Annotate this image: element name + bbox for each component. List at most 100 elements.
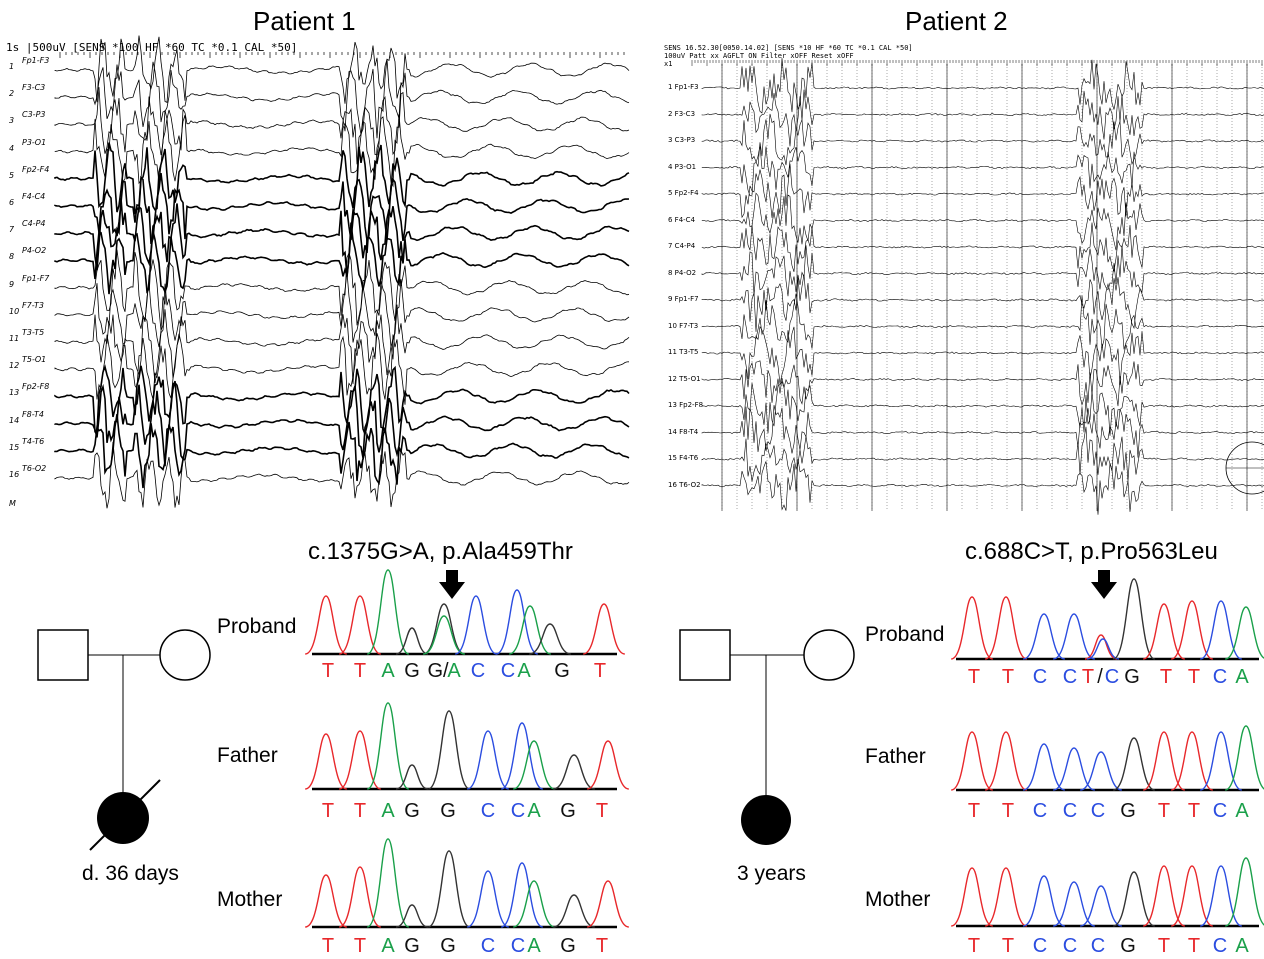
channel-number: 10	[9, 306, 20, 316]
mother-circle	[159, 629, 211, 681]
base-call: G/	[427, 660, 449, 682]
base-call: G	[404, 935, 420, 957]
channel-number: 15	[9, 442, 20, 452]
base-call: G	[560, 935, 576, 957]
base-call: G	[440, 935, 456, 957]
marker-label: M	[9, 499, 16, 509]
base-call: C	[1212, 666, 1228, 688]
base-call: T	[1081, 666, 1095, 688]
channel-number: 5	[9, 170, 15, 180]
patient1-eeg-trace	[54, 35, 630, 509]
channel-label: 14 F8-T4	[668, 427, 699, 436]
base-call: A	[1235, 935, 1249, 957]
base-call: G	[404, 800, 420, 822]
base-call: C	[1212, 800, 1228, 822]
base-call: G	[1124, 666, 1140, 688]
p2-proband-label: Proband	[865, 623, 945, 646]
patient2-title: Patient 2	[905, 6, 1008, 36]
p1-mother-chromatogram	[304, 838, 630, 929]
channel-label: 3 C3-P3	[668, 136, 696, 144]
base-call: C	[1062, 935, 1078, 957]
channel-label: Fp1-F3	[22, 56, 50, 65]
base-call: G	[1120, 935, 1136, 957]
channel-label: 1 Fp1-F3	[668, 83, 699, 91]
base-call: C	[1090, 935, 1106, 957]
base-call: C	[1062, 800, 1078, 822]
base-call: T	[353, 800, 367, 822]
patient1-pedigree	[37, 629, 211, 851]
base-call: A	[381, 660, 395, 682]
base-call: C	[510, 935, 526, 957]
base-call: G	[1120, 800, 1136, 822]
base-call: C	[480, 800, 496, 822]
base-call: T	[1001, 935, 1015, 957]
channel-label: 13 Fp2-F8	[668, 401, 704, 409]
base-call: A	[1235, 666, 1249, 688]
patient1-mutation: c.1375G>A, p.Ala459Thr	[308, 538, 573, 565]
channel-label: 16 T6-O2	[668, 480, 701, 489]
p2-proband-bases: T T C C T / C G T T C A	[956, 666, 1259, 690]
base-call: T	[353, 935, 367, 957]
base-call: T	[967, 935, 981, 957]
channel-number: 2	[9, 89, 15, 99]
father-square	[679, 629, 731, 681]
base-call: G	[554, 660, 570, 682]
channel-label: 15 F4-T6	[668, 454, 699, 462]
base-call: T	[1157, 935, 1171, 957]
base-call: C	[500, 660, 516, 682]
channel-label: Fp2-F8	[22, 382, 50, 392]
base-call: T	[321, 800, 335, 822]
channel-number: 12	[9, 361, 20, 371]
base-call: C	[1032, 935, 1048, 957]
mother-circle	[803, 629, 855, 681]
patient2-pedigree-label: 3 years	[737, 862, 806, 885]
base-call: T	[353, 660, 367, 682]
base-call: T	[1001, 666, 1015, 688]
channel-label: 2 F3-C3	[668, 109, 696, 118]
base-call: T	[967, 800, 981, 822]
base-call: T	[321, 935, 335, 957]
p1-father-label: Father	[217, 744, 278, 767]
base-call: T	[593, 660, 607, 682]
base-call: G	[404, 660, 420, 682]
base-call: T	[1187, 800, 1201, 822]
patient2-mutation-arrow	[1091, 570, 1117, 599]
base-call: G	[560, 800, 576, 822]
base-call: T	[1159, 666, 1173, 688]
channel-label: 12 T5-O1	[668, 374, 701, 383]
base-call: C	[1062, 666, 1078, 688]
channel-number: 7	[9, 225, 15, 235]
base-call: A	[527, 800, 541, 822]
channel-number: 6	[9, 198, 15, 207]
base-call: G	[440, 800, 456, 822]
base-call: T	[1157, 800, 1171, 822]
patient1-eeg-header: 1s |500uV [SENS *100 HF *60 TC *0.1 CAL …	[6, 41, 298, 54]
patient2-eeg-header: SENS 16.52.30[0050.14.02] [SENS *10 HF *…	[664, 44, 913, 68]
base-call: T	[595, 800, 609, 822]
base-call: T	[1187, 666, 1201, 688]
base-call: C	[470, 660, 486, 682]
base-call: C	[1032, 666, 1048, 688]
p1-proband-chromatogram	[304, 569, 626, 656]
channel-number: 13	[9, 388, 20, 398]
channel-label: F8-T4	[22, 409, 44, 419]
patient1-channel-labels: 1 Fp1-F3 2 F3-C3 3 C3-P3 4 P3-O1 5 Fp2-F4 6 F4-C4 7 C…	[0, 52, 60, 517]
channel-number: 11	[9, 334, 20, 343]
base-call: C	[1104, 666, 1120, 688]
base-call: A	[447, 660, 461, 682]
proband-circle-affected	[741, 795, 791, 845]
base-call: T	[1001, 800, 1015, 822]
channel-label: F4-C4	[22, 192, 46, 201]
channel-label: P3-O1	[22, 137, 47, 147]
p1-mother-label: Mother	[217, 888, 283, 911]
channel-label: Fp2-F4	[22, 164, 50, 174]
base-call: C	[1090, 800, 1106, 822]
channel-label: T4-T6	[22, 436, 45, 446]
base-call: A	[381, 800, 395, 822]
p1-proband-label: Proband	[217, 615, 297, 638]
patient2-eeg-trace	[691, 58, 1264, 515]
channel-label: 4 P3-O1	[668, 162, 697, 171]
patient2-mutation: c.688C>T, p.Pro563Leu	[965, 538, 1218, 565]
father-square	[37, 629, 89, 681]
